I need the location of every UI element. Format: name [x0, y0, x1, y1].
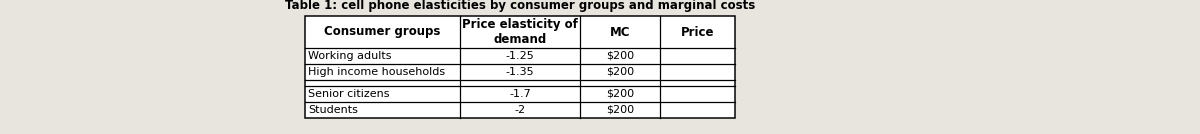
Text: $200: $200 — [606, 67, 634, 77]
Text: -1.7: -1.7 — [509, 89, 530, 99]
Text: Senior citizens: Senior citizens — [308, 89, 390, 99]
Text: Consumer groups: Consumer groups — [324, 25, 440, 38]
Text: -1.35: -1.35 — [505, 67, 534, 77]
Text: Price elasticity of
demand: Price elasticity of demand — [462, 18, 578, 46]
Text: Price: Price — [680, 25, 714, 38]
Text: $200: $200 — [606, 89, 634, 99]
Text: Working adults: Working adults — [308, 51, 391, 61]
Text: -1.25: -1.25 — [505, 51, 534, 61]
Bar — [305, 16, 734, 118]
Text: MC: MC — [610, 25, 630, 38]
Text: High income households: High income households — [308, 67, 445, 77]
Text: $200: $200 — [606, 51, 634, 61]
Text: -2: -2 — [515, 105, 526, 115]
Text: $200: $200 — [606, 105, 634, 115]
Text: Students: Students — [308, 105, 358, 115]
Bar — [305, 16, 734, 118]
Text: Table 1: cell phone elasticities by consumer groups and marginal costs: Table 1: cell phone elasticities by cons… — [284, 0, 755, 12]
